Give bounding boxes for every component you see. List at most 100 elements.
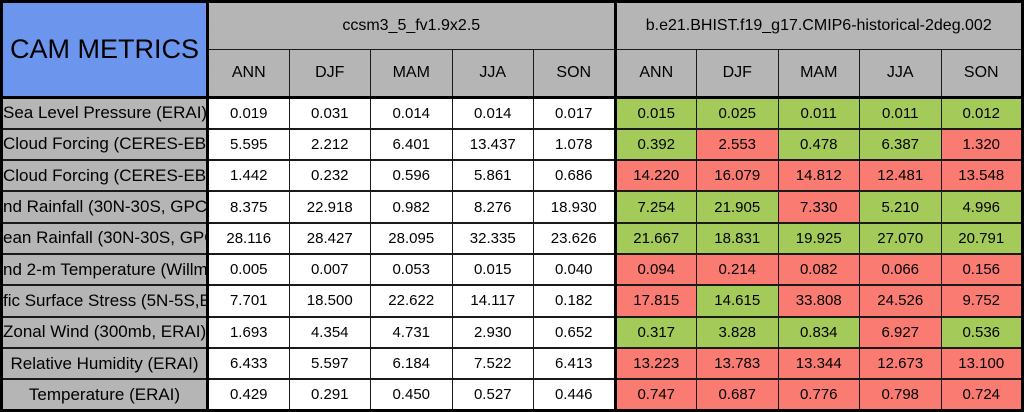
metric-value-cell: 0.082 [777,252,860,287]
metric-value-cell: 0.031 [288,96,371,130]
metric-value-cell: 1.320 [940,127,1023,162]
metric-value-cell: 5.595 [207,127,290,162]
row-label: Zonal Wind (300mb, ERAI) [1,315,209,349]
row-label: Sea Level Pressure (ERAI) [1,96,209,130]
table-row: Relative Humidity (ERAI) 6.433 5.597 6.184 7… [1,346,1023,381]
metric-value-cell: 12.673 [859,346,942,381]
metric-value-cell: 6.413 [533,346,616,381]
table-row: fic Surface Stress (5N-5S,E 7.701 18.500 22… [1,284,1023,318]
metric-value-cell: 0.011 [777,96,860,130]
row-label: nd Rainfall (30N-30S, GPC [1,190,209,224]
metric-value-cell: 4.731 [370,315,453,349]
metric-value-cell: 23.626 [533,221,616,255]
metric-value-cell: 0.182 [533,284,616,318]
metric-value-cell: 0.015 [451,252,534,287]
metric-value-cell: 22.918 [288,190,371,224]
model-header-row: CAM METRICS ccsm3_5_fv1.9x2.5 b.e21.BHIS… [1,1,1023,99]
row-label: Relative Humidity (ERAI) [1,346,209,381]
metric-value-cell: 13.548 [940,159,1023,193]
metric-value-cell: 13.100 [940,346,1023,381]
metric-value-cell: 0.019 [207,96,290,130]
metric-value-cell: 13.437 [451,127,534,162]
metric-value-cell: 32.335 [451,221,534,255]
metric-value-cell: 21.905 [696,190,779,224]
metric-value-cell: 7.254 [613,190,697,224]
metric-value-cell: 0.747 [613,378,697,412]
metric-value-cell: 7.330 [777,190,860,224]
season-header: MAM [370,49,453,99]
metric-value-cell: 0.724 [940,378,1023,412]
metric-value-cell: 0.687 [696,378,779,412]
metric-value-cell: 9.752 [940,284,1023,318]
row-label: Cloud Forcing (CERES-EB [1,159,209,193]
metric-value-cell: 2.553 [696,127,779,162]
metric-value-cell: 7.522 [451,346,534,381]
metric-value-cell: 0.596 [370,159,453,193]
season-header: ANN [613,49,697,99]
metric-value-cell: 6.927 [859,315,942,349]
metric-value-cell: 4.354 [288,315,371,349]
season-header: JJA [451,49,534,99]
model-name-left: ccsm3_5_fv1.9x2.5 [207,1,616,50]
row-label: fic Surface Stress (5N-5S,E [1,284,209,318]
metric-value-cell: 6.387 [859,127,942,162]
metric-value-cell: 18.500 [288,284,371,318]
metric-value-cell: 0.214 [696,252,779,287]
metric-value-cell: 2.212 [288,127,371,162]
metric-value-cell: 6.184 [370,346,453,381]
metric-value-cell: 0.025 [696,96,779,130]
metric-value-cell: 0.446 [533,378,616,412]
metric-value-cell: 3.828 [696,315,779,349]
season-header: MAM [777,49,860,99]
metric-value-cell: 0.527 [451,378,534,412]
metric-value-cell: 0.007 [288,252,371,287]
metric-value-cell: 1.442 [207,159,290,193]
table-row: Sea Level Pressure (ERAI) 0.019 0.031 0.014… [1,96,1023,130]
metric-value-cell: 0.429 [207,378,290,412]
metric-value-cell: 21.667 [613,221,697,255]
metric-value-cell: 8.375 [207,190,290,224]
metric-value-cell: 4.996 [940,190,1023,224]
metric-value-cell: 14.812 [777,159,860,193]
season-header-row: ANN DJF MAM JJA SON ANN DJF MAM JJA SON [2,49,1023,99]
metric-value-cell: 0.053 [370,252,453,287]
row-label: ean Rainfall (30N-30S, GPC [1,221,209,255]
metric-value-cell: 0.011 [859,96,942,130]
metric-value-cell: 5.210 [859,190,942,224]
metric-value-cell: 5.861 [451,159,534,193]
metric-value-cell: 0.686 [533,159,616,193]
season-header: DJF [288,49,371,99]
metric-value-cell: 0.066 [859,252,942,287]
metric-value-cell: 28.116 [207,221,290,255]
metric-value-cell: 16.079 [696,159,779,193]
season-header: JJA [859,49,942,99]
metric-value-cell: 5.597 [288,346,371,381]
metric-value-cell: 28.095 [370,221,453,255]
metric-value-cell: 1.693 [207,315,290,349]
metric-value-cell: 27.070 [859,221,942,255]
season-header: DJF [696,49,779,99]
metric-value-cell: 0.798 [859,378,942,412]
metric-value-cell: 0.776 [777,378,860,412]
season-header: SON [533,49,616,99]
metric-value-cell: 0.652 [533,315,616,349]
metric-value-cell: 0.012 [940,96,1023,130]
metric-value-cell: 18.831 [696,221,779,255]
metric-value-cell: 0.232 [288,159,371,193]
metric-value-cell: 0.005 [207,252,290,287]
metric-value-cell: 0.094 [613,252,697,287]
metric-value-cell: 17.815 [613,284,697,318]
season-header: ANN [207,49,290,99]
metric-value-cell: 0.156 [940,252,1023,287]
metric-value-cell: 0.017 [533,96,616,130]
metric-value-cell: 0.450 [370,378,453,412]
metric-value-cell: 6.401 [370,127,453,162]
metric-value-cell: 0.317 [613,315,697,349]
metric-value-cell: 0.040 [533,252,616,287]
metric-value-cell: 14.220 [613,159,697,193]
table-row: Zonal Wind (300mb, ERAI) 1.693 4.354 4.731 2… [1,315,1023,349]
metric-value-cell: 13.783 [696,346,779,381]
table-row: Cloud Forcing (CERES-EB 1.442 0.232 0.596 5.… [1,159,1023,193]
metric-value-cell: 19.925 [777,221,860,255]
